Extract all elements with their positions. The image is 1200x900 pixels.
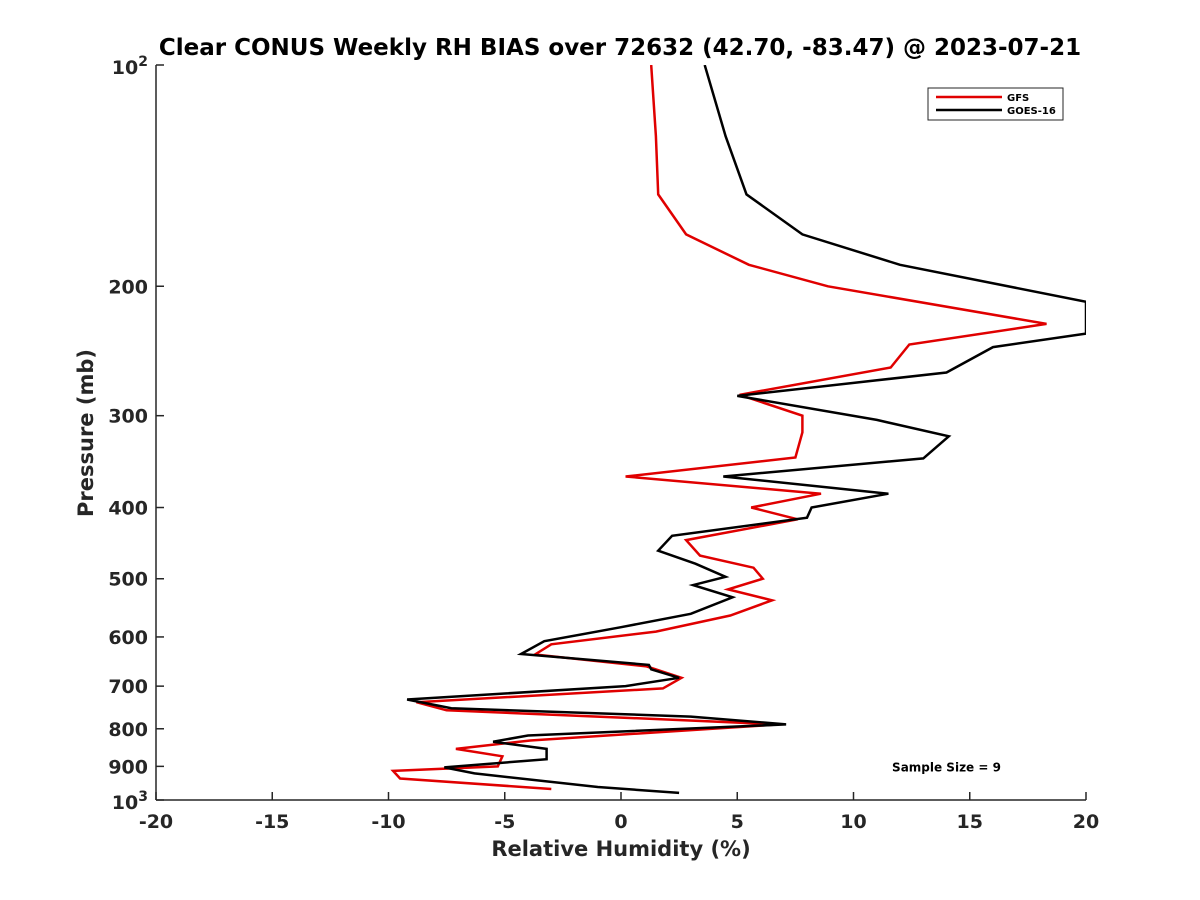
- series-line-goes16: [406, 65, 1086, 795]
- x-tick-label: 15: [957, 811, 983, 833]
- x-tick-label: -5: [494, 811, 515, 833]
- sample-size-annotation: Sample Size = 9: [892, 760, 1001, 774]
- ticks-layer: -20 -15 -10 -5 0 5 10 15 20 102 200 300 400 500 600 700…: [108, 54, 1099, 833]
- series-layer: [390, 65, 1086, 795]
- x-tick-label: 10: [840, 811, 866, 833]
- y-tick-label: 103: [112, 789, 148, 814]
- y-tick-label: 300: [108, 406, 148, 428]
- y-tick-label: 500: [108, 569, 148, 591]
- y-tick-label: 600: [108, 627, 148, 649]
- y-tick-label: 102: [112, 54, 148, 79]
- x-tick-label: -10: [371, 811, 405, 833]
- x-tick-label: 20: [1073, 811, 1099, 833]
- series-line-gfs: [390, 65, 1047, 791]
- x-tick-label: -15: [255, 811, 289, 833]
- y-tick-label: 400: [108, 498, 148, 520]
- legend-box: [927, 87, 1064, 121]
- y-tick-label: 700: [108, 676, 148, 698]
- y-tick-label: 200: [108, 276, 148, 298]
- x-tick-label: 0: [614, 811, 627, 833]
- legend-label-goes16: GOES-16: [1007, 106, 1056, 117]
- legend: GFS GOES-16: [927, 87, 1064, 121]
- x-tick-label: -20: [139, 811, 173, 833]
- x-axis-label: Relative Humidity (%): [491, 837, 750, 861]
- y-axis-label: Pressure (mb): [74, 349, 98, 517]
- y-tick-label: 800: [108, 719, 148, 741]
- x-tick-label: 5: [731, 811, 744, 833]
- y-tick-label: 900: [108, 756, 148, 778]
- legend-label-gfs: GFS: [1007, 93, 1029, 104]
- chart-title: Clear CONUS Weekly RH BIAS over 72632 (4…: [159, 35, 1081, 61]
